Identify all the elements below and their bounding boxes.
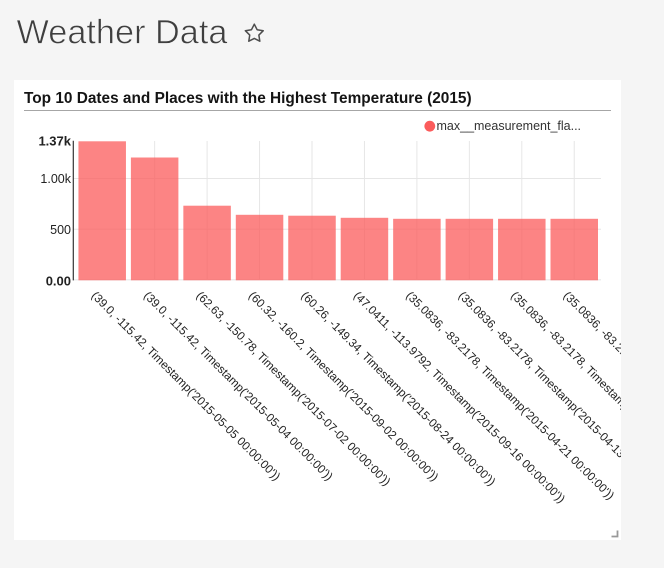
svg-text:Top 10 Dates and Places with t: Top 10 Dates and Places with the Highest… <box>24 90 472 107</box>
svg-text:Weather Data: Weather Data <box>17 14 229 52</box>
svg-text:0.00: 0.00 <box>46 273 71 288</box>
svg-text:1.37k: 1.37k <box>38 133 71 148</box>
svg-text:500: 500 <box>50 223 71 237</box>
svg-text:1.00k: 1.00k <box>40 172 71 186</box>
svg-text:max__measurement_fla...: max__measurement_fla... <box>437 119 582 133</box>
